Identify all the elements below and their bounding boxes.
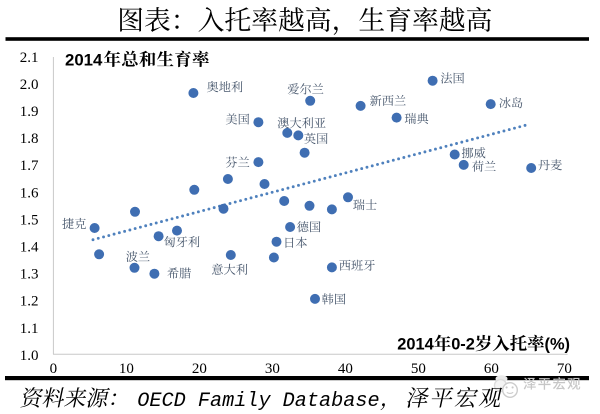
- svg-text:0: 0: [50, 361, 58, 377]
- svg-text:1.2: 1.2: [20, 294, 39, 310]
- svg-text:2014: 2014: [65, 51, 103, 70]
- svg-text:30: 30: [265, 361, 280, 377]
- svg-text:1.3: 1.3: [20, 267, 39, 283]
- svg-text:50: 50: [411, 361, 426, 377]
- svg-text:1.9: 1.9: [20, 104, 39, 120]
- svg-text:2.1: 2.1: [20, 50, 39, 66]
- svg-text:2014: 2014: [397, 336, 434, 354]
- svg-text:0-2: 0-2: [451, 336, 475, 354]
- svg-text:1.8: 1.8: [20, 131, 39, 147]
- svg-text:(%): (%): [545, 336, 571, 354]
- svg-text:60: 60: [484, 361, 499, 377]
- svg-text:70: 70: [557, 361, 572, 377]
- svg-text:10: 10: [119, 361, 134, 377]
- svg-text:2.0: 2.0: [20, 77, 39, 93]
- svg-text:20: 20: [192, 361, 207, 377]
- svg-text:1.1: 1.1: [20, 321, 39, 337]
- svg-text:1.4: 1.4: [20, 240, 39, 256]
- svg-text:1.7: 1.7: [20, 158, 39, 174]
- svg-text:1.6: 1.6: [20, 185, 39, 201]
- svg-text:1.0: 1.0: [20, 348, 39, 364]
- svg-text:OECD Family Database: OECD Family Database: [137, 390, 379, 413]
- svg-text:1.5: 1.5: [20, 212, 39, 228]
- svg-text:40: 40: [338, 361, 353, 377]
